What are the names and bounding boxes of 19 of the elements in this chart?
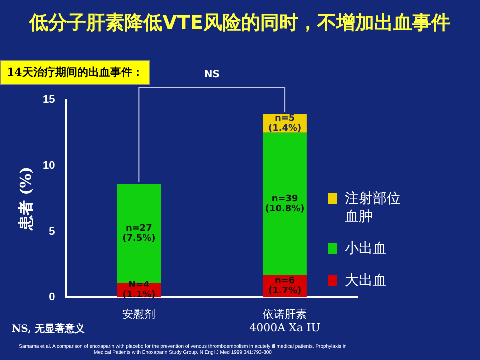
- x-tick-label: 依诺肝素 4000A Xa IU: [250, 308, 321, 334]
- text: NS, 无显著意义: [12, 322, 85, 336]
- y-tick-label: 15: [42, 94, 56, 106]
- legend-label: 注射部位血肿: [345, 190, 402, 226]
- y-tick-label: 0: [49, 292, 56, 304]
- data-label: n=6 (1.7%): [268, 276, 302, 297]
- legend-label: 小出血: [345, 240, 388, 258]
- y-axis-title: 患者 (%): [16, 166, 35, 232]
- data-label: n=27 (7.5%): [122, 224, 156, 244]
- text: 14天治疗期间的出血事件：: [0, 60, 150, 85]
- data-label: n=5 (1.4%): [268, 114, 302, 134]
- y-tick-label: 5: [49, 226, 56, 238]
- legend-label: 大出血: [345, 272, 388, 290]
- data-label: n=39 (10.8%): [265, 194, 305, 214]
- y-tick-label: 10: [42, 160, 56, 172]
- text: NS: [204, 70, 220, 81]
- bar: [263, 132, 307, 276]
- x-tick-label: 安慰剂: [122, 308, 156, 322]
- chart-title: 低分子肝素降低VTE风险的同时，不增加出血事件: [28, 11, 452, 36]
